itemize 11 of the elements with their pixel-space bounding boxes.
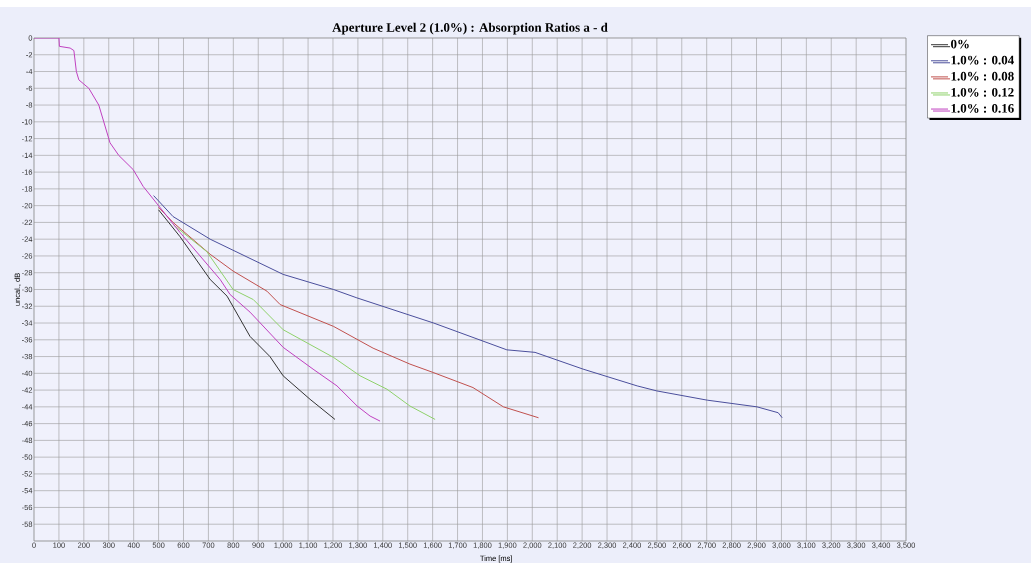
legend-label: 1.0% : 0.16 xyxy=(951,104,1014,113)
legend-label: 1.0% : 0.08 xyxy=(951,71,1014,81)
line-series xyxy=(158,209,336,421)
chart-title: Aperture Level 2 (1.0%) : Absorption Ratios a - d xyxy=(332,22,608,35)
line-series xyxy=(173,224,436,421)
line-series xyxy=(158,206,540,419)
legend-label: 1.0% : 0.04 xyxy=(951,55,1014,65)
line-series xyxy=(153,195,783,419)
legend-label: 0% xyxy=(951,39,969,49)
legend-label: 1.0% : 0.12 xyxy=(951,88,1014,97)
line-series xyxy=(34,38,381,422)
